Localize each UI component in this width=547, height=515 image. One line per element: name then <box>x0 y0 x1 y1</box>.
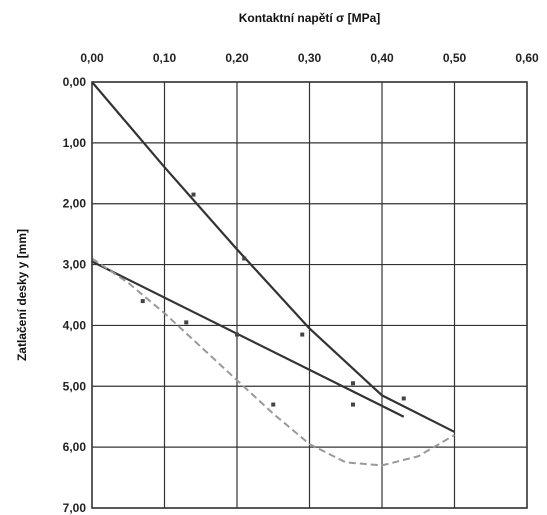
data-point <box>191 192 196 197</box>
plot-area-frame <box>91 81 528 509</box>
data-point <box>351 381 355 386</box>
data-point <box>271 402 276 407</box>
y-tick-label: 5,00 <box>63 379 87 393</box>
y-tick-label: 2,00 <box>63 197 87 211</box>
x-tick-labels: 0,00 0,10 0,20 0,30 0,40 0,50 0,60 <box>80 51 539 65</box>
data-point <box>235 332 239 337</box>
series-line-2 <box>91 260 405 418</box>
data-point <box>140 299 145 304</box>
y-tick-label: 3,00 <box>63 258 87 272</box>
y-tick-label: 0,00 <box>63 75 87 89</box>
data-point <box>300 332 305 337</box>
x-tick-label: 0,20 <box>225 51 249 65</box>
x-tick-label: 0,40 <box>370 51 394 65</box>
y-tick-labels: 0,00 1,00 2,00 3,00 4,00 5,00 6,00 7,00 <box>63 75 87 515</box>
data-point <box>351 402 355 407</box>
x-tick-label: 0,30 <box>298 51 322 65</box>
x-tick-label: 0,60 <box>515 51 539 65</box>
x-tick-label: 0,50 <box>443 51 467 65</box>
y-tick-label: 6,00 <box>63 440 87 454</box>
y-axis-title: Zatlačení desky y [mm] <box>15 229 29 361</box>
y-tick-label: 1,00 <box>63 136 87 150</box>
series-line-1 <box>91 81 455 433</box>
series-line-3 <box>91 257 456 467</box>
y-tick-label: 4,00 <box>63 318 87 332</box>
x-tick-label: 0,10 <box>153 51 177 65</box>
data-point <box>242 256 247 261</box>
y-tick-label: 7,00 <box>63 501 87 515</box>
x-tick-label: 0,00 <box>80 51 104 65</box>
data-point <box>401 396 406 401</box>
x-axis-title: Kontaktní napětí σ [MPa] <box>239 11 381 25</box>
data-point <box>184 320 189 325</box>
series-layer <box>91 81 456 467</box>
